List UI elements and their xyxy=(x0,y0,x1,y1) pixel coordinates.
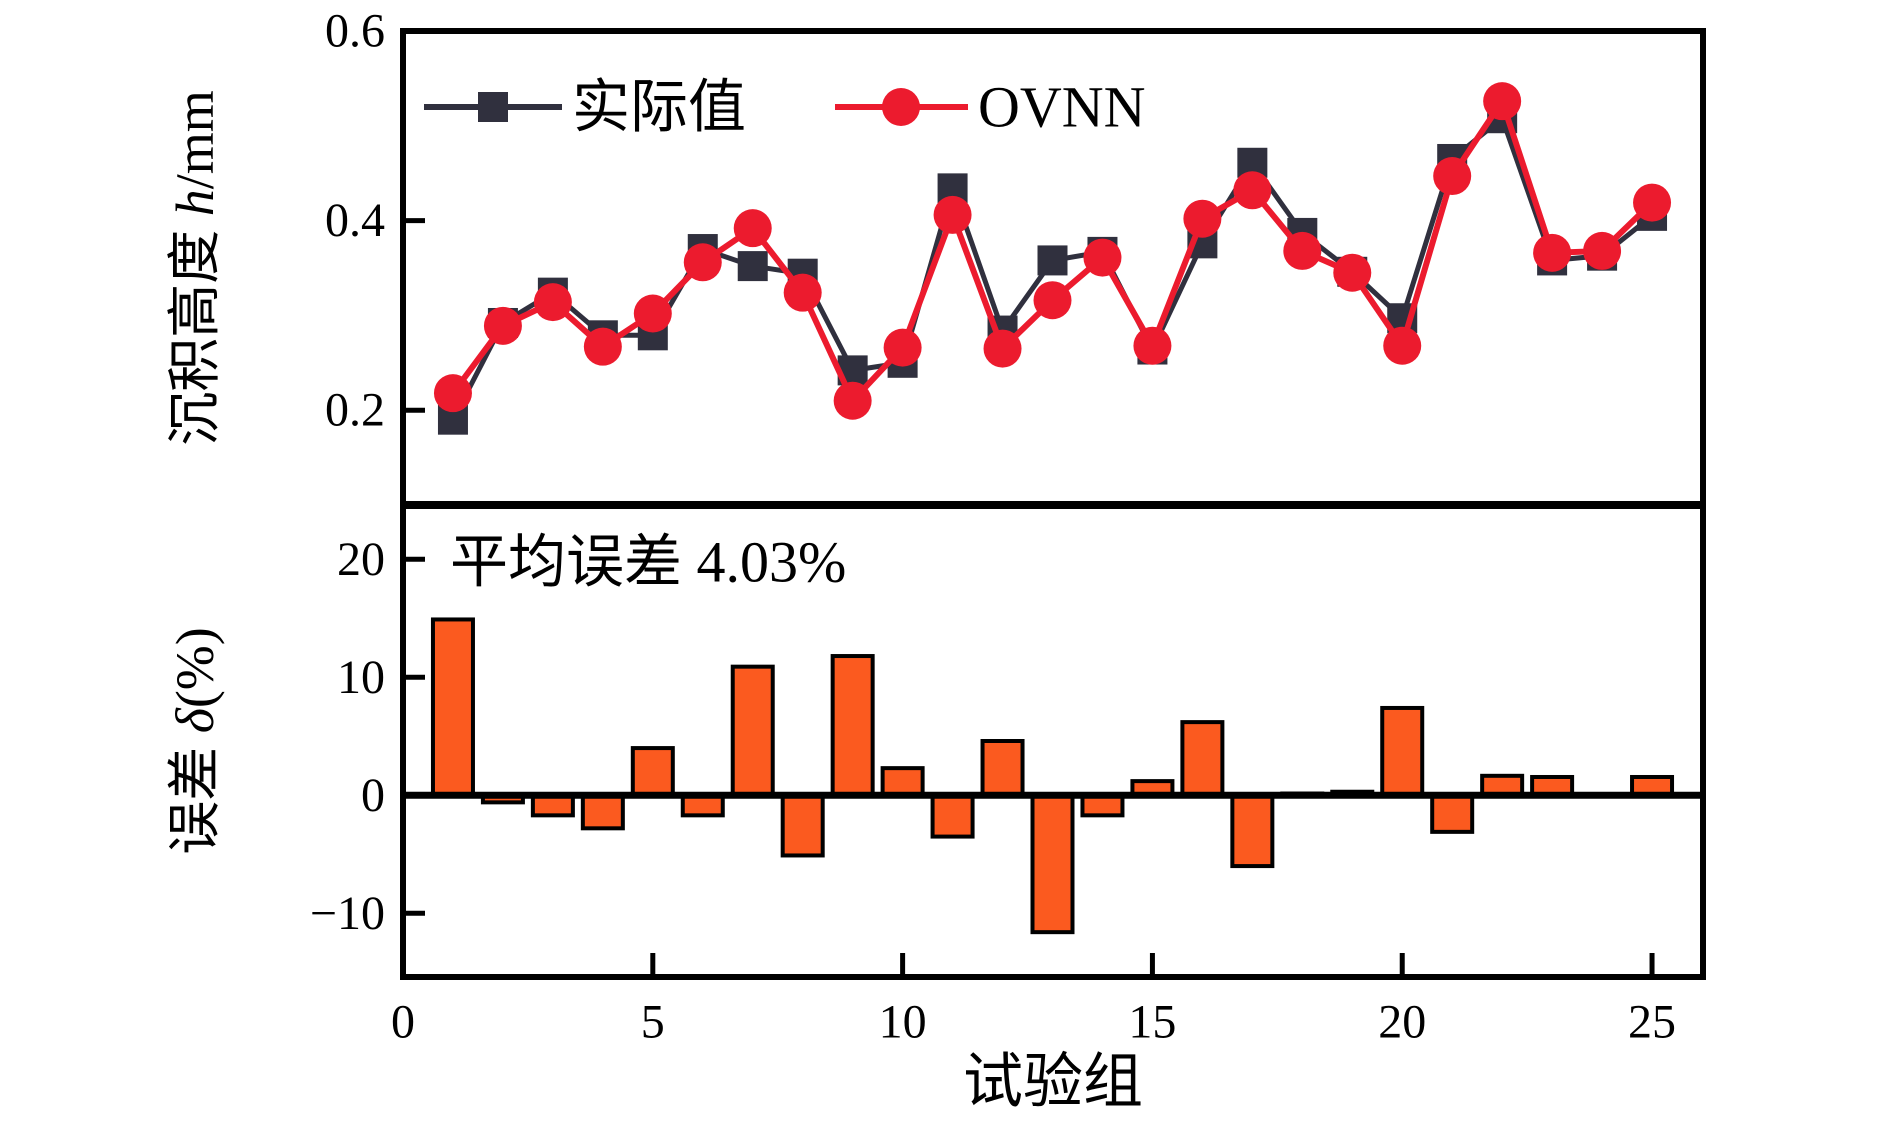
ovnn-marker-circle xyxy=(1583,231,1622,270)
tick-labels: 0.2 0.4 0.6 20 10 0 −10 0 5 10 15 20 25 xyxy=(310,5,1676,1049)
y-axis-title-bottom: 误差 δ(%) xyxy=(165,627,225,855)
legend-ovnn-label: OVNN xyxy=(978,75,1146,140)
ovnn-marker-circle xyxy=(933,195,972,234)
error-bar xyxy=(880,766,925,798)
axis-ticks xyxy=(403,218,1655,977)
ovnn-marker-circle xyxy=(1233,171,1272,210)
actual-marker-square xyxy=(737,251,768,282)
error-bar-series xyxy=(430,617,1675,935)
ovnn-marker-circle xyxy=(483,306,522,345)
ovnn-marker-circle xyxy=(633,294,672,333)
error-bar xyxy=(1230,793,1275,869)
error-bar xyxy=(830,654,875,798)
error-bar xyxy=(1380,705,1425,798)
ovnn-marker-circle xyxy=(1333,253,1372,292)
legend-actual-label: 实际值 xyxy=(572,75,746,140)
xtick-label: 10 xyxy=(879,996,927,1049)
ovnn-marker-circle xyxy=(533,283,572,322)
error-bar xyxy=(730,664,775,798)
error-bar xyxy=(1030,793,1075,935)
error-bar xyxy=(630,746,675,798)
ovnn-marker-circle xyxy=(733,209,772,248)
ovnn-marker-circle xyxy=(583,327,622,366)
ovnn-marker-circle xyxy=(1283,231,1322,270)
error-bar xyxy=(980,739,1025,798)
error-bar xyxy=(1180,720,1225,798)
xtick-label: 20 xyxy=(1378,996,1426,1049)
average-error-annotation: 平均误差 4.03% xyxy=(450,530,846,595)
ytick-label-bottom: 10 xyxy=(337,651,385,704)
ytick-label-bottom: −10 xyxy=(310,887,385,940)
ovnn-marker-circle xyxy=(1383,326,1422,365)
ovnn-marker-circle xyxy=(1433,157,1472,196)
ytick-label-top: 0.2 xyxy=(325,384,385,437)
series-ovnn xyxy=(433,82,1672,420)
ovnn-marker-circle xyxy=(1033,281,1072,320)
xtick-label: 25 xyxy=(1628,996,1676,1049)
xtick-label: 0 xyxy=(391,996,415,1049)
ytick-label-top: 0.6 xyxy=(325,5,385,58)
legend-ovnn-marker xyxy=(882,88,920,126)
ovnn-marker-circle xyxy=(1083,238,1122,277)
x-axis-title: 试验组 xyxy=(963,1049,1143,1115)
actual-marker-square xyxy=(1037,245,1068,276)
error-bar xyxy=(930,793,975,839)
ovnn-marker-circle xyxy=(1633,183,1672,222)
ovnn-marker-circle xyxy=(1133,326,1172,365)
ytick-label-bottom: 20 xyxy=(337,533,385,586)
ovnn-marker-circle xyxy=(683,243,722,282)
ytick-label-bottom: 0 xyxy=(361,769,385,822)
error-bar xyxy=(430,617,475,798)
ovnn-marker-circle xyxy=(883,328,922,367)
xtick-label: 5 xyxy=(641,996,665,1049)
error-bar xyxy=(1430,793,1475,834)
legend-actual-marker xyxy=(478,92,508,122)
xtick-label: 15 xyxy=(1128,996,1176,1049)
ovnn-marker-circle xyxy=(1483,82,1522,121)
ovnn-marker-circle xyxy=(1533,233,1572,272)
ovnn-marker-circle xyxy=(433,374,472,413)
ovnn-marker-circle xyxy=(1183,199,1222,238)
y-axis-title-top: 沉积高度 h/mm xyxy=(165,90,225,446)
ovnn-marker-circle xyxy=(983,329,1022,368)
ovnn-marker-circle xyxy=(833,381,872,420)
ytick-label-top: 0.4 xyxy=(325,194,385,247)
error-bar xyxy=(580,793,625,831)
legend: 实际值 OVNN xyxy=(424,75,1146,140)
error-bar xyxy=(780,793,825,858)
ovnn-marker-circle xyxy=(783,273,822,312)
